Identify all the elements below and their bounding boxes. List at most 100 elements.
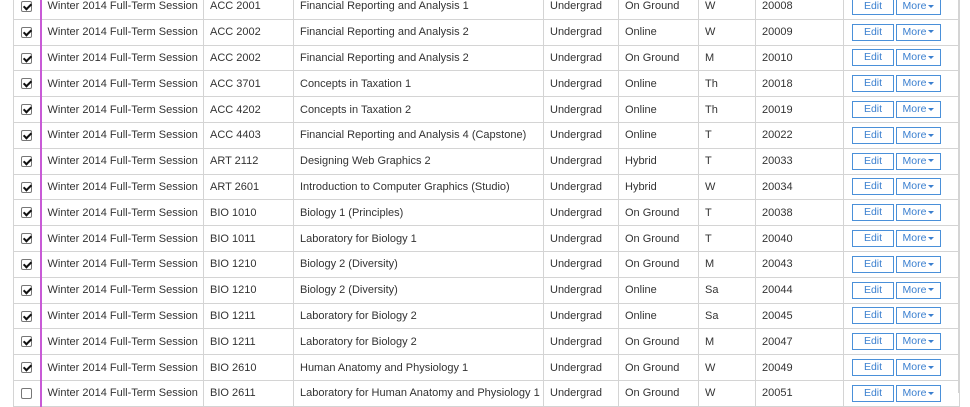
more-button[interactable]: More [896,49,941,67]
row-select-cell[interactable] [13,379,42,407]
table-row: Winter 2014 Full-Term Session ACC 4202 C… [13,96,960,123]
more-button[interactable]: More [896,101,941,119]
edit-button[interactable]: Edit [852,152,894,170]
more-button[interactable]: More [896,281,941,299]
row-select-cell[interactable] [13,70,42,98]
checkbox-icon[interactable] [21,78,33,90]
edit-button[interactable]: Edit [852,178,894,196]
edit-button[interactable]: Edit [852,204,894,222]
edit-button[interactable]: Edit [852,49,894,67]
row-select-cell[interactable] [13,225,42,252]
row-select-cell[interactable] [13,199,42,227]
checkbox-icon[interactable] [21,129,33,141]
row-select-cell[interactable] [13,44,42,72]
edit-button[interactable]: Edit [852,126,894,144]
more-button[interactable]: More [896,152,941,170]
table-row: Winter 2014 Full-Term Session BIO 1210 B… [13,250,960,278]
more-button-label: More [902,128,927,141]
more-button[interactable]: More [896,178,941,196]
more-button-label: More [902,335,927,348]
course-code-cell: ACC 4202 [203,96,294,123]
more-button[interactable]: More [896,75,941,93]
actions-cell: Edit More [843,70,960,98]
edit-button[interactable]: Edit [852,23,894,41]
term-cell: Winter 2014 Full-Term Session [40,276,204,304]
table-row: Winter 2014 Full-Term Session ACC 2002 F… [13,18,960,46]
more-button[interactable]: More [896,204,941,222]
term-cell: Winter 2014 Full-Term Session [40,250,204,278]
more-button-label: More [902,257,927,270]
edit-button[interactable]: Edit [852,255,894,273]
more-button[interactable]: More [896,23,941,41]
checkbox-icon[interactable] [21,387,33,399]
more-button[interactable]: More [896,384,941,402]
checkbox-icon[interactable] [21,310,33,322]
row-select-cell[interactable] [13,147,42,175]
row-select-cell[interactable] [13,121,42,149]
crn-cell: 20047 [755,328,844,356]
table-row: Winter 2014 Full-Term Session ACC 4403 F… [13,121,960,149]
checkbox-icon[interactable] [21,181,33,193]
row-select-cell[interactable] [13,173,42,201]
level-cell: Undergrad [543,96,619,123]
edit-button[interactable]: Edit [852,281,894,299]
more-button-label: More [902,232,927,245]
course-title-cell: Human Anatomy and Physiology 1 [293,354,544,381]
row-select-cell[interactable] [13,18,42,46]
checkbox-icon[interactable] [21,258,33,270]
course-code-cell: BIO 2610 [203,354,294,381]
edit-button[interactable]: Edit [852,101,894,119]
more-button[interactable]: More [896,126,941,144]
crn-cell: 20049 [755,354,844,381]
more-button-label: More [902,180,927,193]
level-cell: Undergrad [543,328,619,356]
more-button[interactable]: More [896,255,941,273]
row-select-cell[interactable] [13,96,42,123]
course-code-cell: BIO 2611 [203,379,294,407]
row-select-cell[interactable] [13,276,42,304]
right-border-line [958,0,959,393]
checkbox-icon[interactable] [21,362,33,374]
more-button[interactable]: More [896,359,941,377]
checkbox-icon[interactable] [21,284,33,296]
row-select-cell[interactable] [13,354,42,381]
level-cell: Undergrad [543,354,619,381]
more-button[interactable]: More [896,230,941,248]
edit-button[interactable]: Edit [852,0,894,15]
delivery-mode-cell: On Ground [618,328,699,356]
more-button[interactable]: More [896,307,941,325]
crn-cell: 20038 [755,199,844,227]
delivery-mode-cell: On Ground [618,379,699,407]
checkbox-icon[interactable] [21,336,33,348]
course-title-cell: Laboratory for Biology 2 [293,302,544,330]
more-button-label: More [902,309,927,322]
caret-down-icon [928,314,935,318]
edit-button[interactable]: Edit [852,384,894,402]
day-cell: W [698,173,756,201]
checkbox-icon[interactable] [21,233,33,245]
checkbox-icon[interactable] [21,52,33,64]
row-select-cell[interactable] [13,250,42,278]
more-button[interactable]: More [896,0,941,15]
edit-button[interactable]: Edit [852,359,894,377]
edit-button[interactable]: Edit [852,333,894,351]
row-select-cell[interactable] [13,302,42,330]
edit-button[interactable]: Edit [852,75,894,93]
checkbox-icon[interactable] [21,26,33,38]
row-select-cell[interactable] [13,328,42,356]
actions-cell: Edit More [843,379,960,407]
checkbox-icon[interactable] [21,0,33,12]
caret-down-icon [928,262,935,266]
actions-cell: Edit More [843,173,960,201]
more-button[interactable]: More [896,333,941,351]
day-cell: Sa [698,302,756,330]
day-cell: T [698,199,756,227]
checkbox-icon[interactable] [21,155,33,167]
checkbox-icon[interactable] [21,207,33,219]
caret-down-icon [928,82,935,85]
delivery-mode-cell: Hybrid [618,147,699,175]
checkbox-icon[interactable] [21,104,33,116]
edit-button[interactable]: Edit [852,230,894,248]
edit-button[interactable]: Edit [852,307,894,325]
row-select-cell[interactable] [13,0,42,20]
